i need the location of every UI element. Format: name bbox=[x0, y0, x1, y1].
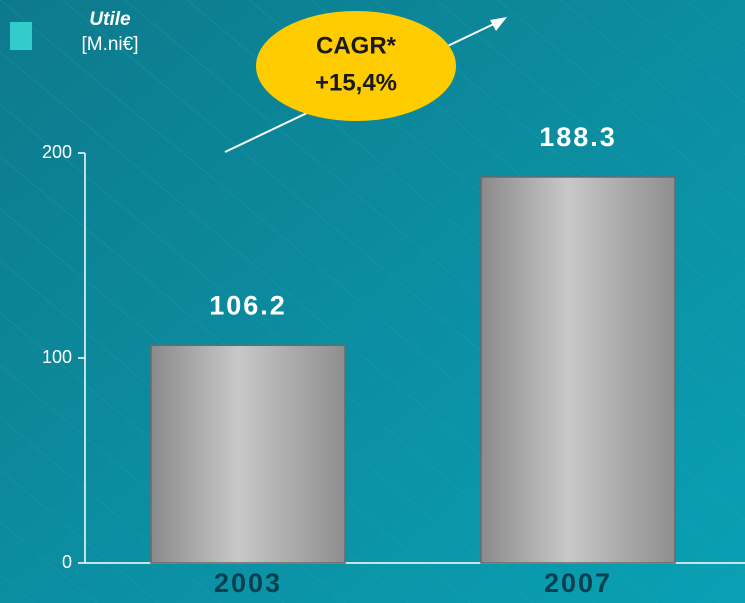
annotation-text: CAGR* bbox=[316, 32, 397, 59]
y-tick-label: 0 bbox=[62, 552, 72, 572]
annotation-bubble bbox=[256, 11, 456, 121]
x-tick-label: 2003 bbox=[214, 568, 282, 598]
data-label: 106.2 bbox=[209, 290, 287, 320]
legend-unit: [M.ni€] bbox=[81, 34, 138, 55]
data-label: 188.3 bbox=[539, 122, 617, 152]
legend-swatch bbox=[10, 22, 32, 50]
bar bbox=[480, 176, 676, 564]
y-tick-label: 100 bbox=[42, 347, 72, 367]
annotation-text: +15,4% bbox=[315, 69, 397, 96]
arrow-head bbox=[490, 17, 507, 31]
legend-label: Utile bbox=[89, 9, 131, 30]
x-tick-label: 2007 bbox=[544, 568, 612, 598]
bar bbox=[150, 344, 346, 564]
y-tick-label: 200 bbox=[42, 142, 72, 162]
